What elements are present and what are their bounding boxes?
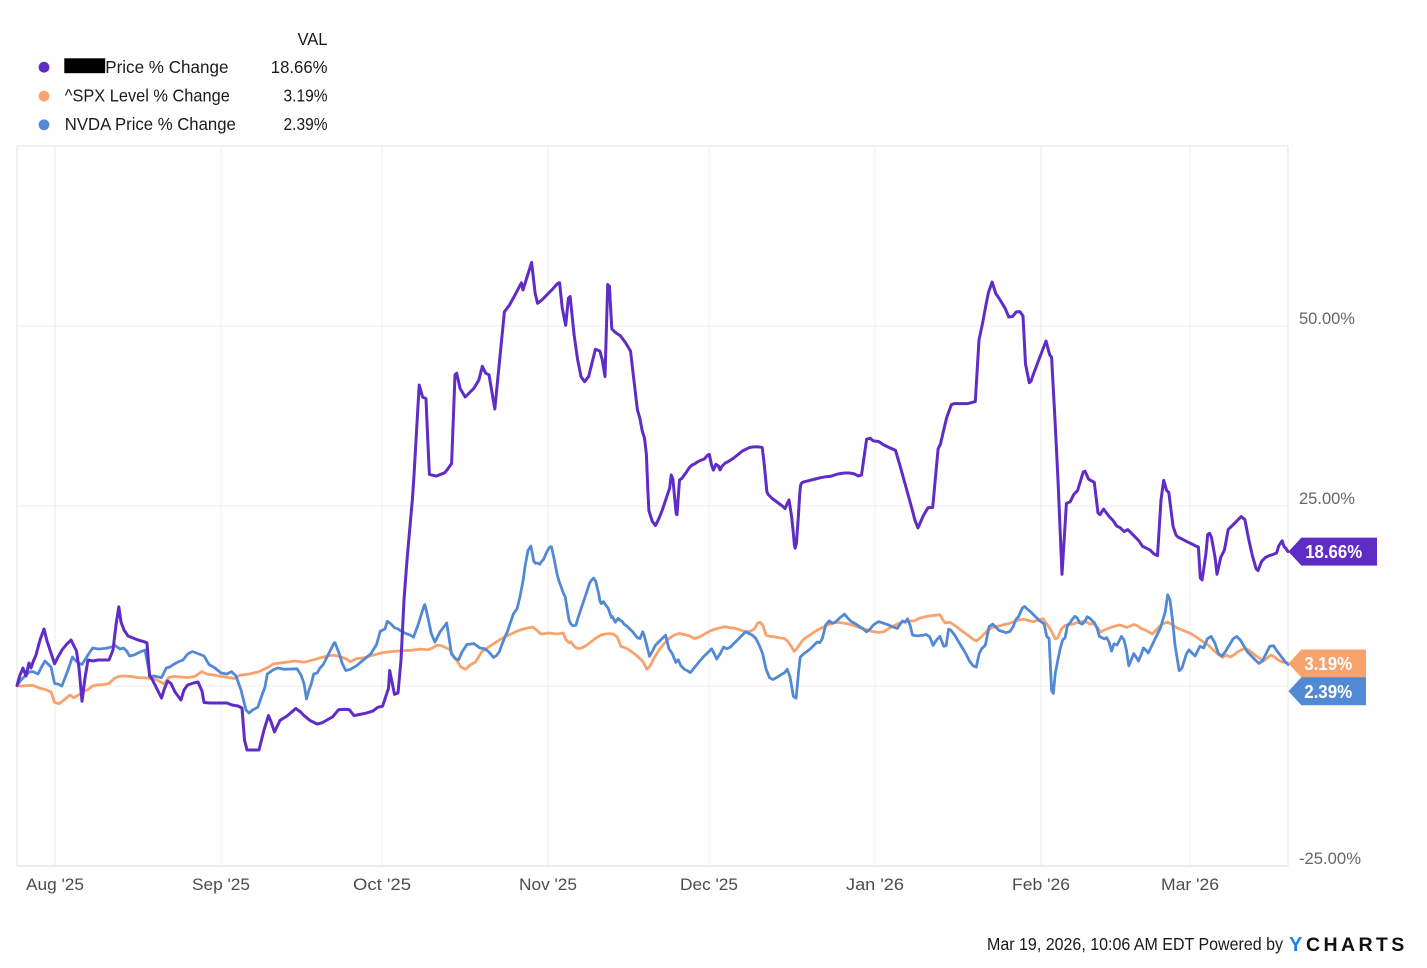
svg-text:Y: Y	[1289, 934, 1303, 956]
svg-text:Aug '25: Aug '25	[26, 875, 84, 894]
svg-text:2.39%: 2.39%	[1304, 681, 1352, 702]
svg-text:Oct '25: Oct '25	[353, 875, 411, 894]
svg-text:Nov '25: Nov '25	[519, 875, 577, 894]
svg-text:Mar '26: Mar '26	[1161, 875, 1219, 894]
svg-text:Price % Change: Price % Change	[105, 57, 228, 77]
svg-text:18.66%: 18.66%	[1305, 541, 1362, 562]
svg-text:25.00%: 25.00%	[1299, 489, 1355, 508]
svg-text:Mar 19, 2026, 10:06 AM EDT Pow: Mar 19, 2026, 10:06 AM EDT Powered by	[987, 934, 1283, 954]
svg-text:VAL: VAL	[298, 29, 328, 49]
svg-text:-25.00%: -25.00%	[1299, 849, 1361, 868]
svg-text:18.66%: 18.66%	[271, 57, 328, 77]
svg-text:NVDA Price % Change: NVDA Price % Change	[65, 114, 236, 134]
svg-text:CHARTS: CHARTS	[1306, 934, 1408, 956]
svg-text:Dec '25: Dec '25	[680, 875, 738, 894]
svg-text:2.39%: 2.39%	[284, 114, 328, 134]
svg-text:3.19%: 3.19%	[284, 86, 328, 106]
svg-text:Feb '26: Feb '26	[1012, 875, 1070, 894]
svg-text:50.00%: 50.00%	[1299, 309, 1355, 328]
svg-text:3.19%: 3.19%	[1304, 653, 1352, 674]
svg-text:Sep '25: Sep '25	[192, 875, 250, 894]
svg-text:^SPX Level % Change: ^SPX Level % Change	[65, 86, 230, 106]
svg-text:Jan '26: Jan '26	[846, 875, 904, 894]
